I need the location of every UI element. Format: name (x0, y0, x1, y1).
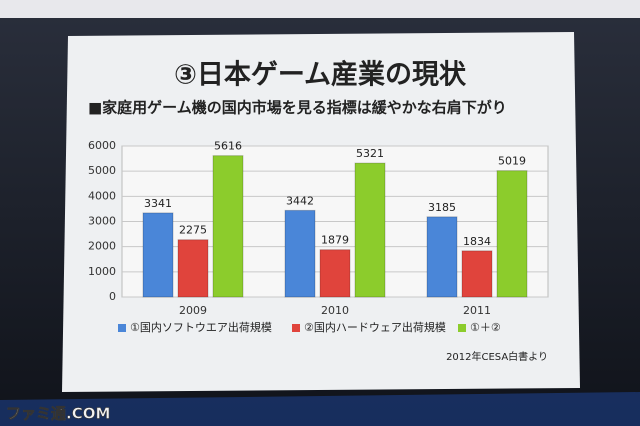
bar (177, 239, 209, 298)
floor-light (0, 392, 640, 426)
y-tick-label: 6000 (88, 139, 116, 152)
data-label: 3341 (144, 197, 172, 210)
data-label: 5616 (214, 140, 242, 153)
slide-subtitle: ■家庭用ゲーム機の国内市場を見る指標は緩やかな右肩下がり (88, 99, 507, 117)
y-tick-label: 3000 (88, 215, 116, 228)
data-label: 1834 (463, 235, 491, 248)
x-tick-label: 2009 (179, 304, 207, 317)
bar (142, 212, 174, 298)
watermark: ファミ通.COM (6, 405, 110, 423)
bar (496, 170, 528, 298)
data-label: 5019 (498, 155, 526, 168)
y-tick-label: 4000 (88, 189, 116, 202)
bar (212, 155, 244, 298)
data-label: 5321 (356, 147, 384, 160)
data-label: 1879 (321, 234, 349, 247)
data-label: 3442 (286, 194, 314, 207)
y-tick-label: 5000 (88, 164, 116, 177)
source-note: 2012年CESA白書より (446, 350, 548, 363)
bar (461, 250, 493, 298)
y-tick-label: 0 (109, 290, 116, 303)
x-tick-label: 2010 (321, 304, 349, 317)
bar (319, 249, 351, 298)
data-label: 2275 (179, 224, 207, 237)
legend-swatch (292, 324, 300, 332)
legend-swatch (458, 324, 466, 332)
bar (284, 209, 316, 298)
legend-swatch (118, 324, 126, 332)
slide-title: ③日本ゲーム産業の現状 (174, 59, 467, 91)
x-tick-label: 2011 (463, 304, 491, 317)
banner (0, 0, 640, 18)
legend-label: ②国内ハードウェア出荷規模 (304, 320, 446, 334)
legend-label: ①＋② (470, 321, 501, 334)
data-label: 3185 (428, 201, 456, 214)
bar (426, 216, 458, 298)
legend-label: ①国内ソフトウエア出荷規模 (130, 320, 272, 334)
y-tick-label: 2000 (88, 240, 116, 253)
bar (354, 162, 386, 298)
y-tick-label: 1000 (88, 265, 116, 278)
